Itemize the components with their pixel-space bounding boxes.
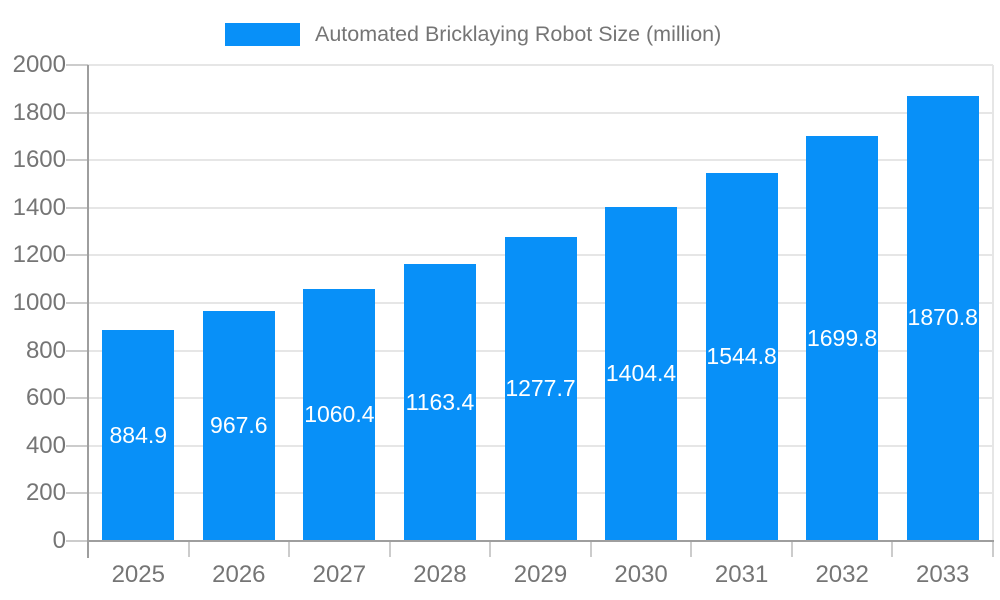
- bar-value-label: 1277.7: [505, 374, 576, 401]
- y-axis-tick-label: 1600: [12, 146, 66, 174]
- y-axis-tick-label: 0: [52, 527, 66, 554]
- bar-value-label: 967.6: [210, 411, 268, 438]
- x-axis-label-2026: 2026: [212, 561, 266, 588]
- bar-value-label: 1699.8: [806, 324, 878, 351]
- legend: Automated Bricklaying Robot Size (millio…: [225, 20, 721, 48]
- y-axis-line: [87, 65, 89, 558]
- x-axis-tick: [891, 542, 894, 557]
- x-axis-label-2027: 2027: [312, 561, 367, 588]
- x-axis-label-2033: 2033: [916, 561, 970, 588]
- x-axis-line: [87, 540, 994, 542]
- x-axis-tick: [992, 542, 994, 557]
- y-axis-tick: [66, 444, 88, 447]
- x-axis-tick: [489, 542, 492, 557]
- y-axis-tick: [66, 492, 88, 495]
- y-axis-tick-label: 400: [25, 431, 66, 459]
- y-axis-tick: [66, 302, 88, 304]
- x-axis-tick: [790, 542, 793, 557]
- y-axis-tick: [66, 64, 88, 66]
- y-axis-tick: [66, 159, 88, 162]
- bar-value-label: 1404.4: [605, 359, 677, 386]
- bar-2032: 1699.8: [806, 136, 879, 540]
- y-axis-tick: [66, 254, 88, 257]
- bar-2033: 1870.8: [906, 95, 979, 540]
- y-gridline: [88, 111, 993, 114]
- legend-label: Automated Bricklaying Robot Size (millio…: [315, 21, 722, 46]
- bar-value-label: 1544.8: [706, 343, 777, 370]
- x-axis-label-2029: 2029: [513, 561, 568, 588]
- y-axis-tick-label: 1000: [12, 289, 66, 316]
- x-axis-tick: [690, 542, 693, 557]
- bar-value-label: 1870.8: [907, 304, 978, 331]
- y-axis-tick: [66, 540, 88, 542]
- y-gridline: [88, 206, 993, 209]
- legend-swatch: [225, 22, 300, 46]
- plot-right-border: [992, 65, 994, 541]
- y-axis-tick: [66, 397, 88, 400]
- y-gridline: [88, 64, 993, 66]
- y-axis-tick-label: 2000: [12, 51, 66, 78]
- bar-value-label: 1163.4: [405, 388, 475, 415]
- x-axis-label-2025: 2025: [111, 561, 165, 588]
- bar-2027: 1060.4: [303, 288, 376, 540]
- y-axis-tick: [66, 206, 88, 209]
- y-axis-tick-label: 600: [25, 384, 66, 412]
- x-axis-tick: [288, 542, 291, 557]
- x-axis-label-2032: 2032: [815, 561, 869, 588]
- y-axis-tick-label: 800: [25, 336, 66, 364]
- y-gridline: [88, 159, 993, 162]
- bar-2025: 884.9: [102, 330, 175, 540]
- y-axis-tick-label: 1400: [12, 193, 66, 221]
- y-axis-tick: [66, 349, 88, 352]
- x-axis-tick: [388, 542, 391, 557]
- bar-2028: 1163.4: [403, 264, 476, 540]
- y-axis-tick-label: 1200: [12, 241, 66, 269]
- bar-2029: 1277.7: [504, 236, 577, 540]
- y-axis-tick: [66, 111, 88, 114]
- bar-2030: 1404.4: [605, 206, 678, 540]
- bar-value-label: 1060.4: [304, 400, 375, 427]
- x-axis-tick: [187, 542, 190, 557]
- x-axis-label-2031: 2031: [714, 561, 769, 588]
- x-axis-label-2030: 2030: [614, 561, 668, 588]
- x-axis-label-2028: 2028: [413, 561, 467, 588]
- bar-2026: 967.6: [202, 310, 275, 540]
- bar-2031: 1544.8: [705, 173, 778, 540]
- x-axis-tick: [589, 542, 592, 557]
- bar-value-label: 884.9: [109, 421, 168, 448]
- y-axis-tick-label: 200: [25, 479, 66, 507]
- y-axis-tick-label: 1800: [12, 98, 66, 126]
